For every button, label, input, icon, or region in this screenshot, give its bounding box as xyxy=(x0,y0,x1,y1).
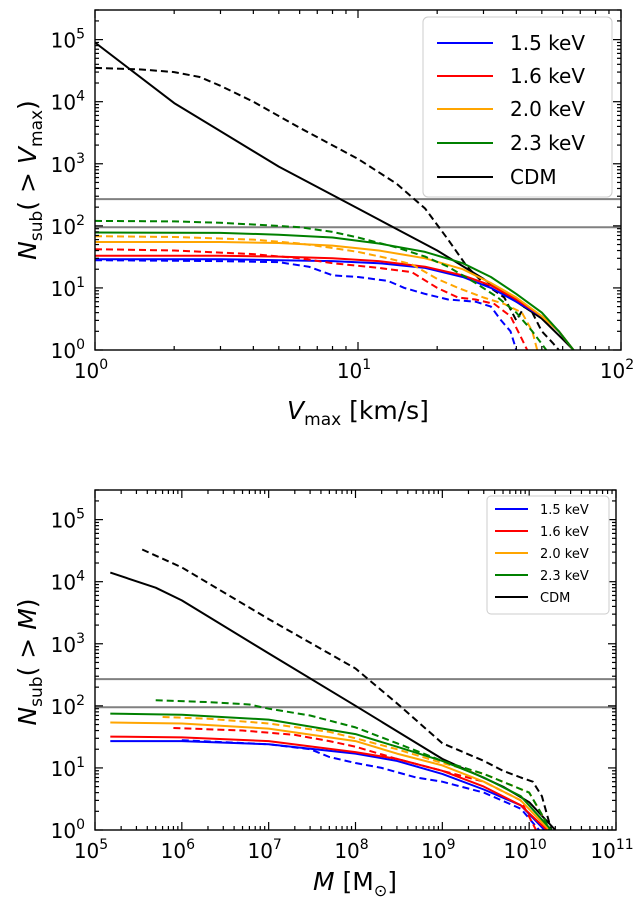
legend-box xyxy=(486,495,610,615)
series-line-wdm-1-5-solid xyxy=(95,258,575,350)
series-line-wdm-2-3-solid xyxy=(95,231,575,350)
x-tick-label: 108 xyxy=(334,837,368,863)
panel-mass-plot-area: 105 106 107 108 109 1010 1011 100 101 102 103 104 10… xyxy=(51,489,634,863)
y-tick-label: 101 xyxy=(51,275,85,301)
legend-label-1-5kev: 1.5 keV xyxy=(510,31,585,55)
panel-vmax-plot-area: 100 101 102 100 101 102 103 104 105 xyxy=(51,9,634,383)
legend-label-2-0kev: 2.0 keV xyxy=(540,547,589,562)
axis-ticks: 100 101 102 100 101 102 103 104 105 xyxy=(51,9,634,383)
x-tick-label: 105 xyxy=(74,837,108,863)
y-tick-label: 102 xyxy=(51,213,85,239)
legend: 1.5 keV 1.6 keV 2.0 keV 2.3 keV CDM xyxy=(422,16,613,198)
series-group xyxy=(109,548,557,830)
x-tick-label: 100 xyxy=(74,357,108,383)
y-tick-label: 103 xyxy=(51,631,85,657)
legend-label-cdm: CDM xyxy=(510,165,557,189)
series-line-wdm-1-6-solid xyxy=(95,254,575,350)
y-tick-label: 101 xyxy=(51,755,85,781)
legend-label-1-6kev: 1.6 keV xyxy=(510,64,585,88)
series-line-wdm-1-5-dashed xyxy=(95,259,518,350)
legend-label-2-3kev: 2.3 keV xyxy=(510,131,585,155)
legend-box xyxy=(422,16,613,198)
series-line-wdm-2-0-solid xyxy=(95,241,575,350)
legend-label-1-6kev: 1.6 keV xyxy=(540,525,589,540)
y-tick-label: 100 xyxy=(51,337,85,363)
y-tick-label: 104 xyxy=(51,89,85,115)
x-tick-label: 102 xyxy=(600,357,634,383)
series-line-wdm-2-3-solid xyxy=(110,712,553,830)
y-tick-label: 103 xyxy=(51,151,85,177)
series-line-wdm-2-0-dashed xyxy=(95,235,539,350)
x-tick-label: 106 xyxy=(161,837,195,863)
x-axis-label: Vmax [km/s] xyxy=(287,396,429,430)
legend-label-1-5kev: 1.5 keV xyxy=(540,503,589,518)
legend-label-2-3kev: 2.3 keV xyxy=(540,569,589,584)
x-axis-label: M [M⊙] xyxy=(313,867,397,897)
axis-ticks: 105 106 107 108 109 1010 1011 100 101 102 103 104 10… xyxy=(51,489,634,863)
x-tick-label: 1010 xyxy=(504,837,547,863)
legend-label-cdm: CDM xyxy=(540,591,570,606)
series-line-cdm-dashed xyxy=(141,548,553,830)
reference-lines xyxy=(95,198,621,229)
legend-label-2-0kev: 2.0 keV xyxy=(510,97,585,121)
series-line-cdm-solid xyxy=(95,41,575,350)
x-tick-label: 101 xyxy=(337,357,371,383)
x-tick-label: 107 xyxy=(247,837,281,863)
panel-mass: 105 106 107 108 109 1010 1011 100 101 102 103 104 10… xyxy=(13,489,634,897)
y-tick-label: 100 xyxy=(51,817,85,843)
series-line-wdm-2-3-dashed xyxy=(95,219,548,350)
series-line-wdm-1-6-dashed xyxy=(95,248,529,350)
y-tick-label: 105 xyxy=(51,27,85,53)
reference-lines xyxy=(95,678,616,709)
series-group xyxy=(95,41,575,350)
series-line-wdm-2-3-dashed xyxy=(155,699,551,830)
x-tick-label: 109 xyxy=(421,837,455,863)
x-tick-label: 1011 xyxy=(590,837,633,863)
legend: 1.5 keV 1.6 keV 2.0 keV 2.3 keV CDM xyxy=(486,495,610,615)
y-tick-label: 102 xyxy=(51,693,85,719)
y-tick-label: 104 xyxy=(51,569,85,595)
series-line-wdm-2-0-solid xyxy=(110,721,550,830)
y-tick-label: 105 xyxy=(51,507,85,533)
y-axis-label: Nsub( > Vmax) xyxy=(13,100,47,260)
series-line-wdm-1-5-dashed xyxy=(181,739,540,830)
y-axis-label: Nsub( > M) xyxy=(13,598,47,725)
series-line-cdm-dashed xyxy=(95,66,560,350)
